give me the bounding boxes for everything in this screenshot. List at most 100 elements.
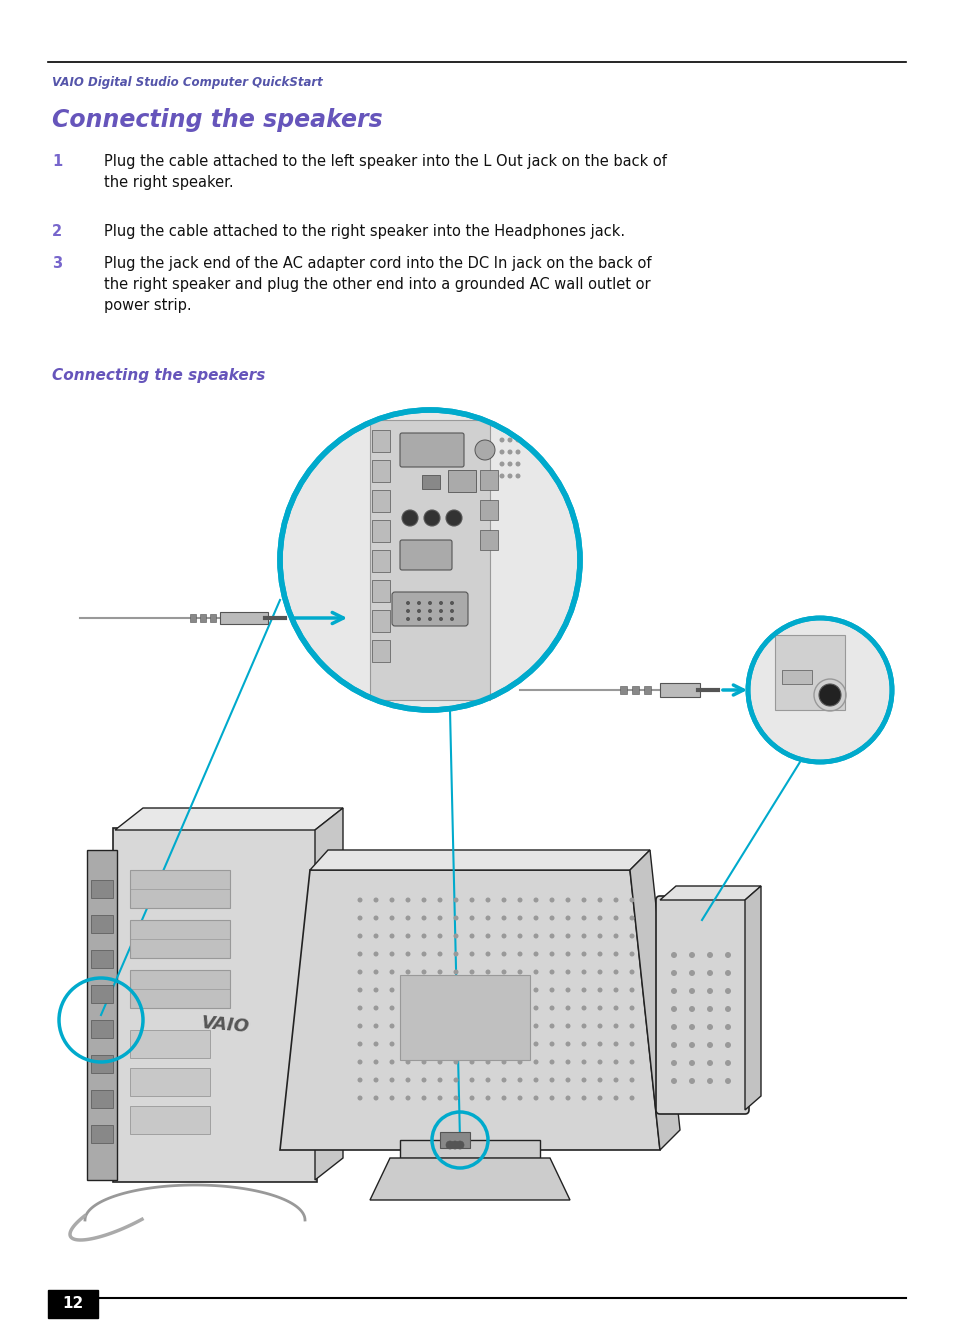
Circle shape	[437, 951, 442, 957]
Circle shape	[453, 898, 458, 903]
Circle shape	[469, 1024, 474, 1029]
Circle shape	[549, 934, 554, 938]
Circle shape	[706, 1043, 712, 1048]
Circle shape	[597, 1005, 602, 1010]
Circle shape	[688, 988, 695, 994]
Circle shape	[421, 1077, 426, 1083]
Circle shape	[597, 934, 602, 938]
Circle shape	[405, 970, 410, 974]
Circle shape	[405, 988, 410, 993]
Circle shape	[613, 970, 618, 974]
Circle shape	[533, 1041, 537, 1047]
Circle shape	[533, 915, 537, 921]
Circle shape	[423, 511, 439, 527]
Circle shape	[565, 1077, 570, 1083]
Text: Connecting the speakers: Connecting the speakers	[52, 369, 265, 383]
Circle shape	[549, 1096, 554, 1100]
Circle shape	[581, 1096, 586, 1100]
Circle shape	[421, 1060, 426, 1064]
Circle shape	[597, 951, 602, 957]
Circle shape	[485, 1077, 490, 1083]
Bar	[130, 970, 230, 1008]
Circle shape	[501, 1077, 506, 1083]
Bar	[91, 1089, 112, 1108]
Circle shape	[533, 1060, 537, 1064]
Circle shape	[706, 1077, 712, 1084]
Circle shape	[357, 1060, 362, 1064]
Circle shape	[485, 951, 490, 957]
Circle shape	[485, 1041, 490, 1047]
Circle shape	[374, 1024, 378, 1029]
Circle shape	[507, 461, 512, 466]
Circle shape	[688, 1006, 695, 1012]
Text: 12: 12	[62, 1297, 84, 1312]
Circle shape	[565, 934, 570, 938]
Bar	[781, 670, 811, 683]
Circle shape	[581, 1077, 586, 1083]
FancyBboxPatch shape	[392, 592, 468, 626]
Bar	[631, 686, 639, 694]
Circle shape	[629, 1024, 634, 1029]
Circle shape	[428, 608, 432, 612]
Circle shape	[688, 1024, 695, 1030]
Circle shape	[485, 1096, 490, 1100]
Circle shape	[549, 915, 554, 921]
Polygon shape	[370, 1158, 569, 1201]
Circle shape	[421, 1005, 426, 1010]
Circle shape	[469, 1060, 474, 1064]
Circle shape	[469, 898, 474, 903]
Circle shape	[405, 898, 410, 903]
Circle shape	[389, 934, 395, 938]
Circle shape	[374, 1005, 378, 1010]
Circle shape	[517, 1096, 522, 1100]
Circle shape	[485, 970, 490, 974]
Text: Plug the jack end of the AC adapter cord into the DC In jack on the back of
the : Plug the jack end of the AC adapter cord…	[104, 256, 651, 314]
Circle shape	[613, 934, 618, 938]
Circle shape	[374, 898, 378, 903]
Bar	[87, 850, 117, 1181]
Circle shape	[629, 988, 634, 993]
Circle shape	[428, 616, 432, 620]
Circle shape	[389, 1024, 395, 1029]
Bar	[130, 1030, 210, 1059]
Circle shape	[597, 898, 602, 903]
Circle shape	[357, 988, 362, 993]
Circle shape	[469, 1041, 474, 1047]
Circle shape	[389, 1077, 395, 1083]
Circle shape	[485, 988, 490, 993]
Circle shape	[485, 915, 490, 921]
Circle shape	[501, 1060, 506, 1064]
Circle shape	[453, 1005, 458, 1010]
Circle shape	[706, 988, 712, 994]
Bar	[372, 490, 390, 512]
Bar	[130, 870, 230, 909]
Bar	[479, 531, 497, 549]
Circle shape	[597, 1041, 602, 1047]
Polygon shape	[744, 886, 760, 1110]
Circle shape	[549, 1024, 554, 1029]
Circle shape	[613, 1077, 618, 1083]
Circle shape	[469, 1005, 474, 1010]
Circle shape	[565, 1060, 570, 1064]
Circle shape	[437, 970, 442, 974]
Circle shape	[747, 618, 891, 762]
Circle shape	[597, 970, 602, 974]
Polygon shape	[310, 850, 649, 870]
Bar	[91, 950, 112, 967]
Circle shape	[406, 608, 410, 612]
Circle shape	[549, 988, 554, 993]
Circle shape	[501, 1005, 506, 1010]
FancyBboxPatch shape	[399, 540, 452, 569]
Circle shape	[533, 1005, 537, 1010]
Circle shape	[438, 602, 442, 604]
Bar	[91, 1126, 112, 1143]
Circle shape	[724, 1006, 730, 1012]
Circle shape	[565, 951, 570, 957]
Circle shape	[469, 934, 474, 938]
Polygon shape	[115, 808, 343, 829]
Circle shape	[597, 1024, 602, 1029]
Circle shape	[597, 1060, 602, 1064]
Bar	[370, 419, 490, 699]
Circle shape	[437, 988, 442, 993]
Circle shape	[517, 1041, 522, 1047]
